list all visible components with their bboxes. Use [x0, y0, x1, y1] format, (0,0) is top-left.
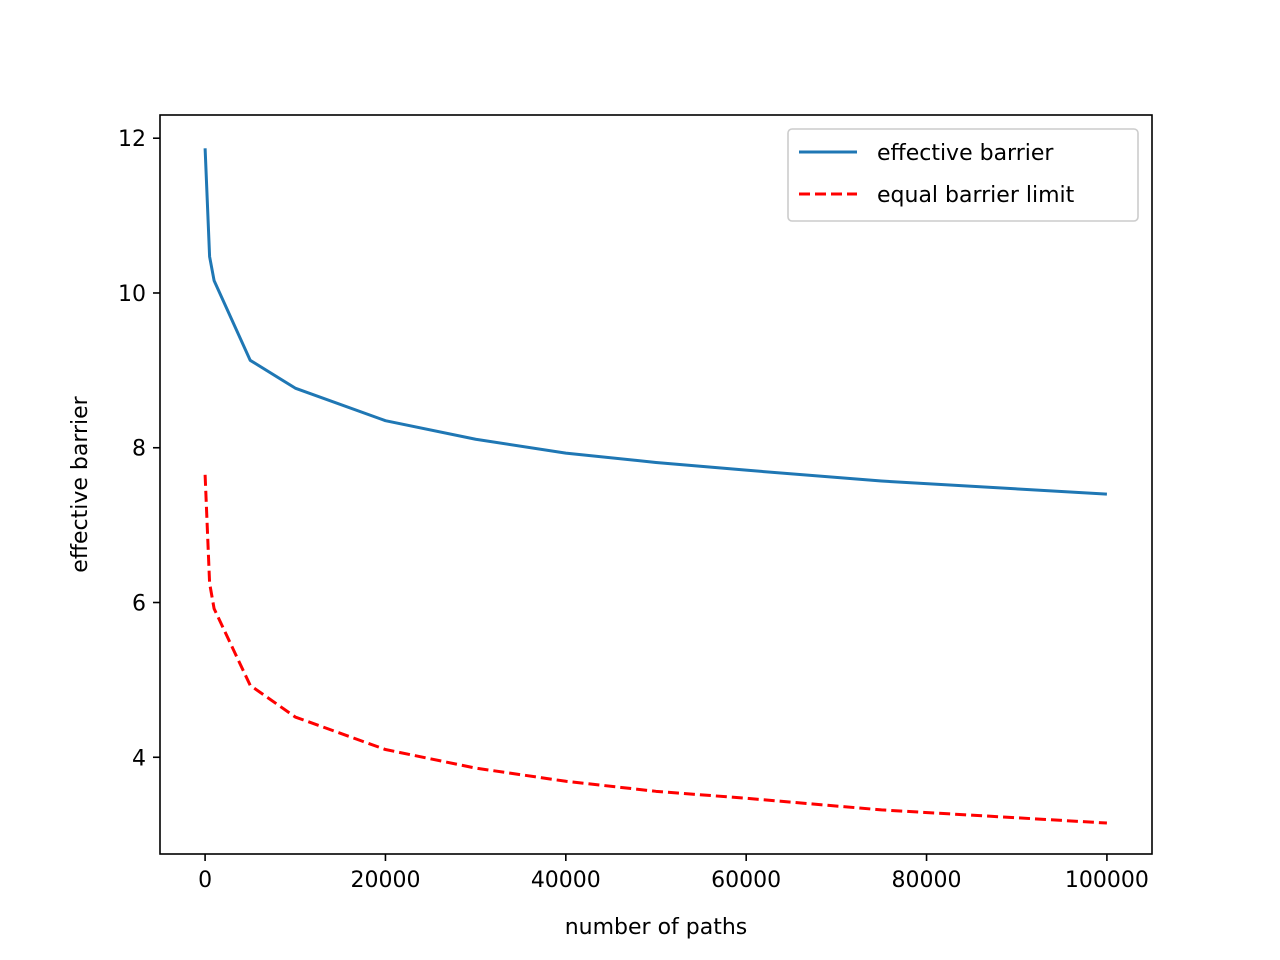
series-line-equal-barrier-limit: [203, 474, 1107, 825]
series-line-effective-barrier: [203, 148, 1107, 496]
y-axis: 4 6 8 10 12: [118, 127, 160, 771]
x-tick-label: 0: [198, 868, 212, 893]
x-axis-label: number of paths: [565, 915, 748, 940]
legend-label-effective-barrier: effective barrier: [877, 141, 1054, 166]
x-tick-label: 20000: [350, 868, 420, 893]
legend-box: [787, 128, 1139, 222]
x-tick-label: 80000: [892, 868, 962, 893]
legend: effective barrier equal barrier limit: [787, 128, 1139, 222]
series-layer: [203, 148, 1107, 825]
axes-frame: [159, 114, 1153, 855]
x-tick-label: 100000: [1065, 868, 1149, 893]
y-tick-label: 8: [132, 437, 146, 462]
y-tick-label: 4: [132, 746, 146, 771]
x-tick-label: 60000: [711, 868, 781, 893]
y-tick-label: 10: [118, 282, 146, 307]
x-axis: 0 20000 40000 60000 80000 100000: [198, 854, 1149, 893]
y-tick-label: 12: [118, 127, 146, 152]
y-axis-label: effective barrier: [68, 395, 93, 572]
legend-label-equal-barrier-limit: equal barrier limit: [877, 183, 1075, 208]
y-tick-label: 6: [132, 592, 146, 617]
x-tick-label: 40000: [531, 868, 601, 893]
plot-area: [160, 115, 1152, 854]
